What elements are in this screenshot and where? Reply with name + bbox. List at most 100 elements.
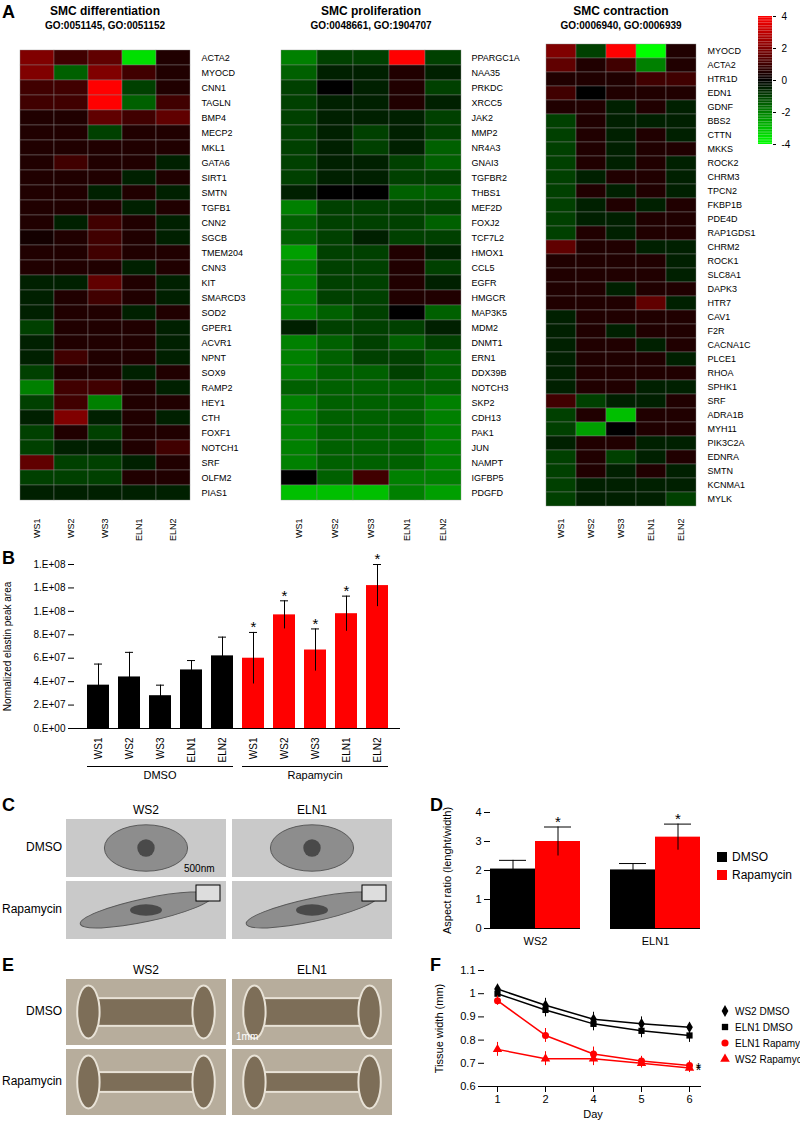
svg-text:-4: -4 bbox=[782, 139, 791, 150]
svg-text:*: * bbox=[251, 618, 257, 635]
svg-text:FOXJ2: FOXJ2 bbox=[472, 218, 500, 228]
svg-text:SGCB: SGCB bbox=[202, 233, 228, 243]
svg-text:4.E+07: 4.E+07 bbox=[34, 676, 66, 687]
svg-text:ELN1: ELN1 bbox=[402, 519, 412, 542]
svg-text:WS3: WS3 bbox=[155, 737, 166, 759]
svg-text:CHRM3: CHRM3 bbox=[708, 172, 740, 182]
svg-text:SRF: SRF bbox=[708, 396, 727, 406]
svg-text:1.E+08: 1.E+08 bbox=[34, 582, 66, 593]
svg-text:WS1: WS1 bbox=[294, 519, 304, 539]
svg-text:TMEM204: TMEM204 bbox=[202, 248, 244, 258]
svg-text:4: 4 bbox=[475, 806, 481, 818]
svg-text:WS1: WS1 bbox=[32, 519, 42, 539]
svg-text:TAGLN: TAGLN bbox=[202, 98, 231, 108]
svg-text:ELN1: ELN1 bbox=[186, 737, 197, 762]
svg-text:KIT: KIT bbox=[202, 278, 217, 288]
svg-text:TGFBR2: TGFBR2 bbox=[472, 173, 508, 183]
svg-text:MYOCD: MYOCD bbox=[202, 68, 236, 78]
svg-text:1.E+08: 1.E+08 bbox=[34, 606, 66, 617]
svg-text:2: 2 bbox=[475, 864, 481, 876]
svg-text:SMARCD3: SMARCD3 bbox=[202, 293, 246, 303]
svg-text:*: * bbox=[313, 615, 319, 632]
svg-text:Normalized elastin peak area: Normalized elastin peak area bbox=[2, 581, 13, 711]
svg-text:MMP2: MMP2 bbox=[472, 128, 498, 138]
svg-text:*: * bbox=[555, 813, 561, 830]
svg-text:0: 0 bbox=[782, 75, 788, 86]
svg-text:FOXF1: FOXF1 bbox=[202, 428, 231, 438]
svg-text:WS1: WS1 bbox=[248, 737, 259, 759]
svg-text:2: 2 bbox=[542, 1093, 548, 1105]
svg-text:0.E+00: 0.E+00 bbox=[34, 723, 66, 734]
svg-text:2: 2 bbox=[782, 43, 788, 54]
svg-text:ELN1: ELN1 bbox=[134, 519, 144, 542]
svg-text:KCNMA1: KCNMA1 bbox=[708, 480, 746, 490]
svg-text:TGFB1: TGFB1 bbox=[202, 203, 231, 213]
svg-text:TPCN2: TPCN2 bbox=[708, 186, 738, 196]
svg-text:DNMT1: DNMT1 bbox=[472, 338, 503, 348]
svg-text:*: * bbox=[282, 587, 288, 604]
svg-text:OLFM2: OLFM2 bbox=[202, 473, 232, 483]
svg-text:F2R: F2R bbox=[708, 326, 726, 336]
svg-text:CNN3: CNN3 bbox=[202, 263, 227, 273]
svg-text:HTR7: HTR7 bbox=[708, 298, 732, 308]
svg-text:PAK1: PAK1 bbox=[472, 428, 494, 438]
svg-text:PDGFD: PDGFD bbox=[472, 488, 504, 498]
svg-text:4: 4 bbox=[782, 11, 788, 22]
svg-text:ELN1: ELN1 bbox=[642, 935, 670, 947]
svg-text:EDN1: EDN1 bbox=[708, 88, 732, 98]
svg-text:MDM2: MDM2 bbox=[472, 323, 499, 333]
svg-text:WS1: WS1 bbox=[93, 737, 104, 759]
svg-text:SPHK1: SPHK1 bbox=[708, 382, 738, 392]
svg-text:PRKDC: PRKDC bbox=[472, 83, 504, 93]
svg-text:0.6: 0.6 bbox=[460, 1080, 475, 1092]
svg-text:0.9: 0.9 bbox=[460, 1010, 475, 1022]
svg-text:WS2: WS2 bbox=[524, 935, 548, 947]
svg-text:WS2: WS2 bbox=[66, 519, 76, 539]
svg-text:CTH: CTH bbox=[202, 413, 221, 423]
svg-text:SIRT1: SIRT1 bbox=[202, 173, 227, 183]
svg-text:EGFR: EGFR bbox=[472, 278, 498, 288]
svg-text:ELN2: ELN2 bbox=[676, 519, 686, 542]
svg-text:RAP1GDS1: RAP1GDS1 bbox=[708, 228, 756, 238]
svg-text:0.7: 0.7 bbox=[460, 1057, 475, 1069]
svg-text:ELN2: ELN2 bbox=[372, 737, 383, 762]
svg-text:HTR1D: HTR1D bbox=[708, 74, 739, 84]
svg-text:GNAI3: GNAI3 bbox=[472, 158, 499, 168]
svg-text:*: * bbox=[696, 1062, 702, 1078]
svg-text:MECP2: MECP2 bbox=[202, 128, 233, 138]
svg-text:*: * bbox=[344, 582, 350, 599]
svg-text:3: 3 bbox=[475, 835, 481, 847]
svg-text:WS3: WS3 bbox=[310, 737, 321, 759]
svg-text:SLC8A1: SLC8A1 bbox=[708, 270, 742, 280]
svg-text:WS3: WS3 bbox=[100, 519, 110, 539]
svg-text:ELN1: ELN1 bbox=[341, 737, 352, 762]
svg-text:GATA6: GATA6 bbox=[202, 158, 230, 168]
svg-text:1: 1 bbox=[469, 987, 475, 999]
svg-text:Aspect ratio (lenght/width): Aspect ratio (lenght/width) bbox=[441, 807, 453, 934]
svg-text:GDNF: GDNF bbox=[708, 102, 734, 112]
svg-text:SMTN: SMTN bbox=[202, 188, 228, 198]
svg-text:8.E+07: 8.E+07 bbox=[34, 629, 66, 640]
svg-text:CDH13: CDH13 bbox=[472, 413, 502, 423]
svg-text:TCF7L2: TCF7L2 bbox=[472, 233, 505, 243]
svg-text:MYOCD: MYOCD bbox=[708, 46, 742, 56]
svg-text:WS2: WS2 bbox=[586, 519, 596, 539]
svg-text:PLCE1: PLCE1 bbox=[708, 354, 737, 364]
svg-text:0: 0 bbox=[475, 922, 481, 934]
svg-text:*: * bbox=[375, 552, 381, 567]
svg-text:ERN1: ERN1 bbox=[472, 353, 496, 363]
svg-text:RHOA: RHOA bbox=[708, 368, 734, 378]
svg-text:HEY1: HEY1 bbox=[202, 398, 226, 408]
svg-text:CAV1: CAV1 bbox=[708, 312, 731, 322]
svg-text:NAMPT: NAMPT bbox=[472, 458, 504, 468]
svg-text:CNN1: CNN1 bbox=[202, 83, 227, 93]
svg-text:DDX39B: DDX39B bbox=[472, 368, 507, 378]
svg-text:NPNT: NPNT bbox=[202, 353, 227, 363]
svg-text:6: 6 bbox=[686, 1093, 692, 1105]
svg-text:0.8: 0.8 bbox=[460, 1034, 475, 1046]
svg-text:WS2: WS2 bbox=[124, 737, 135, 759]
svg-text:ACTA2: ACTA2 bbox=[708, 60, 736, 70]
svg-text:GPER1: GPER1 bbox=[202, 323, 233, 333]
svg-text:NR4A3: NR4A3 bbox=[472, 143, 501, 153]
svg-text:1: 1 bbox=[475, 893, 481, 905]
